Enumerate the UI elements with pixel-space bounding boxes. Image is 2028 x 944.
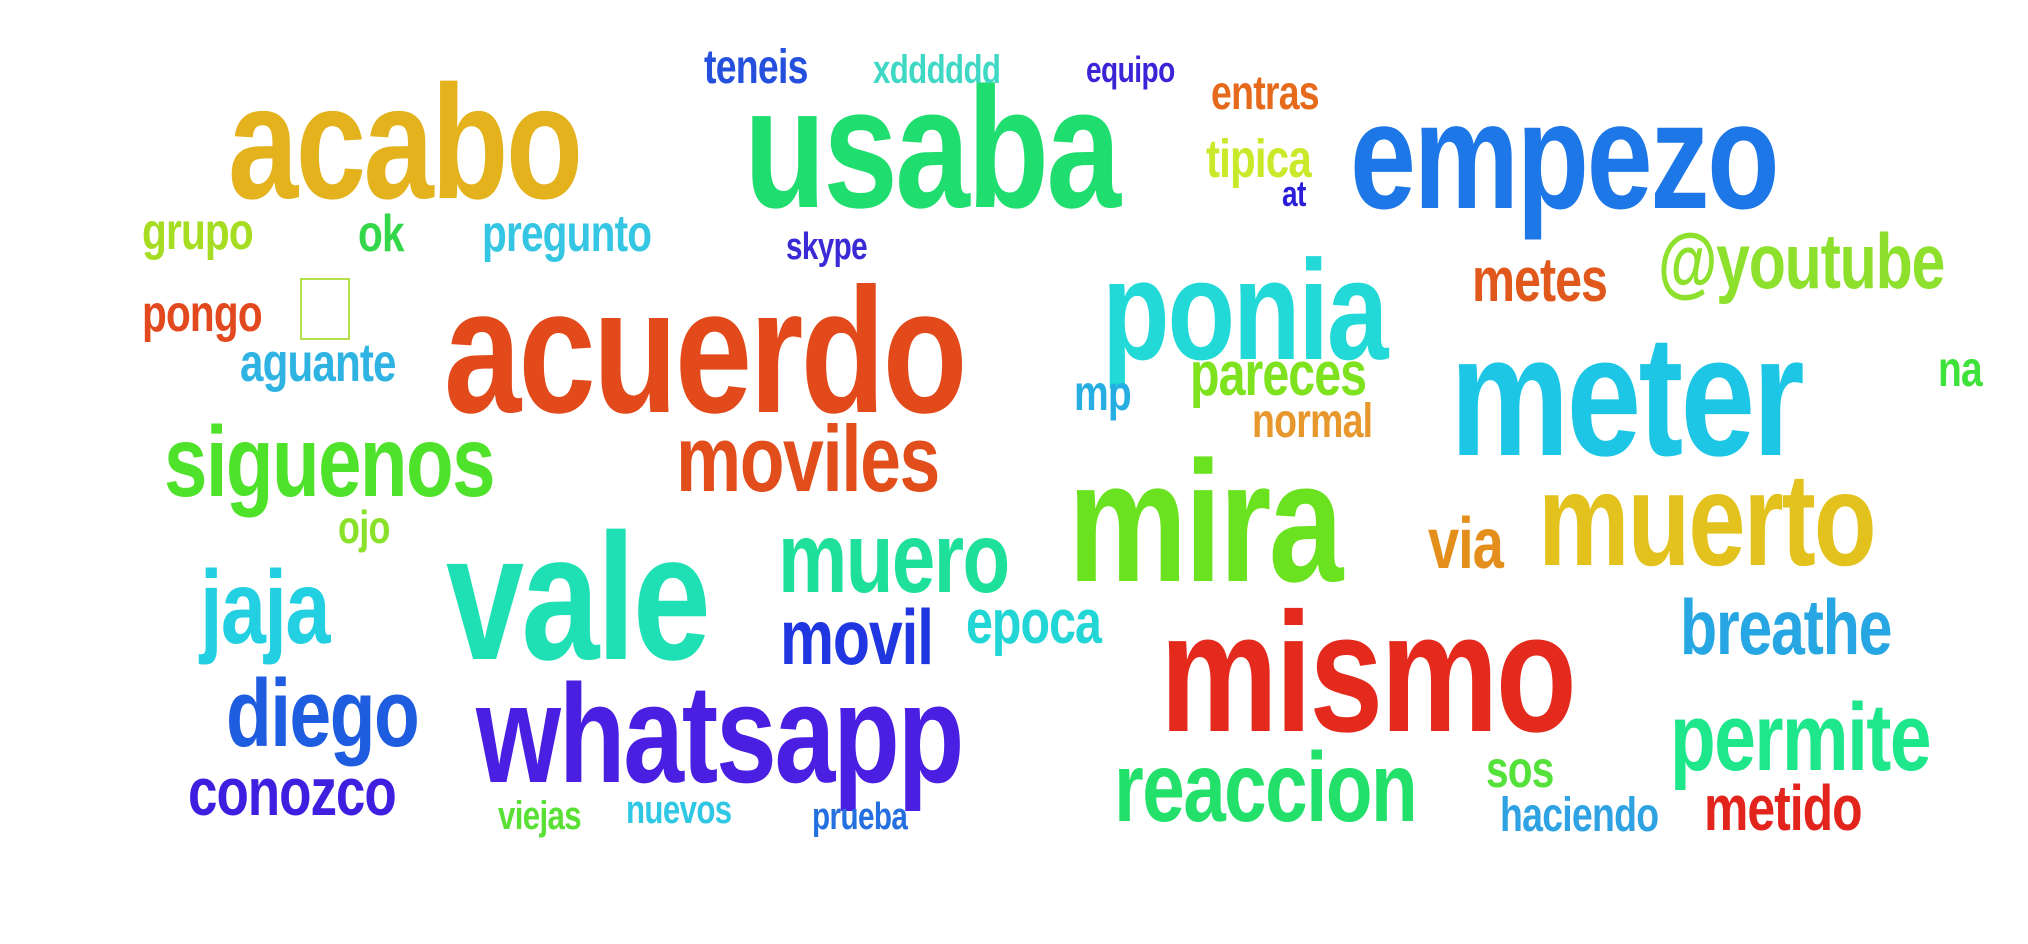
word-haciendo: haciendo [1500, 789, 1659, 842]
word-breathe: breathe [1680, 583, 1892, 671]
word-diego: diego [226, 660, 420, 767]
word-usaba: usaba [744, 52, 1121, 244]
missing-glyph-box [300, 278, 350, 340]
word-epoca: epoca [966, 588, 1102, 657]
word-at: at [1282, 173, 1306, 214]
word-entras: entras [1211, 67, 1320, 120]
word-aguante: aguante [240, 333, 396, 393]
word-mismo: mismo [1160, 578, 1577, 768]
word-youtube: @youtube [1658, 217, 1945, 305]
word-vale: vale [446, 497, 711, 698]
word-muero: muero [778, 502, 1010, 614]
word-grupo: grupo [142, 203, 254, 261]
word-metido: metido [1704, 772, 1863, 844]
word-sos: sos [1486, 741, 1554, 799]
word-empezo: empezo [1350, 71, 1780, 241]
word-movil: movil [780, 593, 934, 681]
word-equipo: equipo [1086, 49, 1175, 90]
word-skype: skype [786, 226, 868, 268]
word-whatsapp: whatsapp [476, 655, 964, 812]
word-pongo: pongo [142, 285, 263, 343]
word-jaja: jaja [200, 550, 330, 666]
word-siguenos: siguenos [164, 406, 495, 518]
word-conozco: conozco [188, 754, 397, 830]
word-na: na [1938, 341, 1983, 397]
word-pregunto: pregunto [482, 205, 652, 263]
word-acabo: acabo [228, 52, 583, 233]
word-acuerdo: acuerdo [444, 251, 967, 450]
word-ojo: ojo [338, 501, 390, 553]
word-teneis: teneis [704, 41, 808, 94]
word-reaccion: reaccion [1114, 732, 1418, 842]
word-metes: metes [1472, 246, 1608, 315]
word-viejas: viejas [498, 794, 582, 838]
word-moviles: moviles [676, 406, 940, 511]
word-tipica: tipica [1206, 129, 1312, 189]
word-meter: meter [1450, 300, 1805, 492]
word-pareces: pareces [1190, 340, 1367, 409]
word-via: via [1428, 504, 1504, 584]
word-permite: permite [1670, 684, 1932, 791]
word-mira: mira [1068, 426, 1343, 618]
word-mp: mp [1074, 365, 1132, 421]
word-ponia: ponia [1102, 231, 1388, 390]
word-muerto: muerto [1538, 446, 1877, 593]
word-xdddddd: xdddddd [873, 48, 1001, 92]
word-prueba: prueba [812, 796, 908, 838]
word-normal: normal [1252, 395, 1373, 448]
word-nuevos: nuevos [626, 788, 732, 832]
word-ok: ok [358, 205, 405, 263]
